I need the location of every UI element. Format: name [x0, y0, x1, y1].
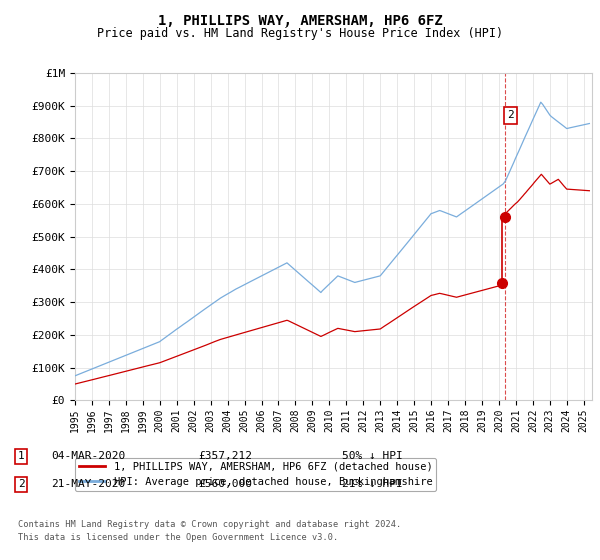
Text: 1, PHILLIPS WAY, AMERSHAM, HP6 6FZ: 1, PHILLIPS WAY, AMERSHAM, HP6 6FZ [158, 14, 442, 28]
Text: 04-MAR-2020: 04-MAR-2020 [51, 451, 125, 461]
Text: Price paid vs. HM Land Registry's House Price Index (HPI): Price paid vs. HM Land Registry's House … [97, 27, 503, 40]
Text: 1: 1 [17, 451, 25, 461]
Text: 21% ↓ HPI: 21% ↓ HPI [342, 479, 403, 489]
Text: £357,212: £357,212 [198, 451, 252, 461]
Text: £560,000: £560,000 [198, 479, 252, 489]
Text: 2: 2 [17, 479, 25, 489]
Legend: 1, PHILLIPS WAY, AMERSHAM, HP6 6FZ (detached house), HPI: Average price, detache: 1, PHILLIPS WAY, AMERSHAM, HP6 6FZ (deta… [75, 458, 436, 491]
Text: Contains HM Land Registry data © Crown copyright and database right 2024.: Contains HM Land Registry data © Crown c… [18, 520, 401, 529]
Text: This data is licensed under the Open Government Licence v3.0.: This data is licensed under the Open Gov… [18, 533, 338, 542]
Text: 50% ↓ HPI: 50% ↓ HPI [342, 451, 403, 461]
Text: 21-MAY-2020: 21-MAY-2020 [51, 479, 125, 489]
Text: 2: 2 [507, 110, 514, 120]
